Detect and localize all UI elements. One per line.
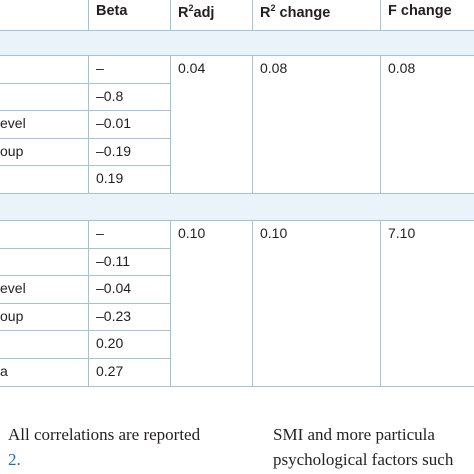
beta-cell: –0.8 (96, 87, 124, 104)
header-superscript: 2 (188, 3, 194, 13)
footer-line: 2. (8, 450, 21, 469)
column-border (380, 55, 381, 193)
header-cell: R2adj (170, 3, 252, 33)
row-label: evel (0, 280, 26, 297)
row-border (0, 358, 170, 359)
row-label: oup (0, 142, 24, 159)
stat-cell: 7.10 (388, 225, 416, 241)
row-border (0, 110, 170, 112)
header-text: adj (193, 5, 215, 21)
beta-cell: –0.19 (96, 142, 132, 159)
column-border (252, 220, 253, 386)
header-superscript: 2 (270, 3, 276, 13)
section-row (0, 31, 474, 55)
footer-line: psychological factors such (273, 450, 454, 469)
row-border (0, 275, 170, 277)
header-cell: R2 change (252, 3, 380, 33)
column-border (380, 0, 381, 30)
header-text: R (260, 5, 271, 21)
section-row (0, 194, 474, 220)
beta-cell: 0.27 (96, 363, 124, 379)
row-label: evel (0, 115, 26, 132)
beta-cell: –0.11 (96, 252, 130, 269)
column-border (252, 55, 253, 193)
beta-cell: 0.19 (96, 170, 124, 187)
header-text: change (275, 5, 331, 21)
row-border (0, 302, 170, 304)
column-border (88, 0, 89, 30)
footer-line: All correlations are reported (8, 425, 201, 444)
header-text: Beta (96, 3, 128, 19)
beta-cell: 0.20 (96, 335, 124, 352)
column-border (88, 220, 89, 386)
row-border (0, 55, 474, 56)
stat-cell: 0.08 (388, 60, 416, 76)
stat-cell: 0.04 (178, 60, 206, 76)
row-border (0, 247, 170, 249)
stat-cell: 0.08 (260, 60, 288, 76)
header-cell: Beta (88, 3, 170, 33)
column-border (170, 55, 171, 193)
beta-cell: –0.01 (96, 115, 132, 132)
row-border (0, 193, 474, 194)
column-border (380, 220, 381, 386)
row-border (0, 82, 170, 84)
row-border (0, 137, 170, 139)
beta-cell: – (96, 60, 104, 76)
row-border (0, 385, 474, 387)
header-text: F change (388, 3, 452, 19)
row-label: oup (0, 307, 24, 324)
row-border (0, 220, 474, 221)
column-border (170, 0, 171, 30)
column-border (88, 55, 89, 193)
header-text: R (178, 5, 189, 21)
row-border (0, 30, 474, 31)
beta-cell: –0.04 (96, 280, 132, 297)
beta-cell: –0.23 (96, 307, 132, 324)
stat-cell: 0.10 (260, 225, 288, 241)
row-border (0, 165, 170, 167)
row-label: a (0, 363, 8, 379)
column-border (252, 0, 253, 30)
header-cell: F change (380, 3, 474, 33)
footer-line: SMI and more particula (273, 425, 435, 444)
row-border (0, 330, 170, 332)
beta-cell: – (96, 225, 104, 241)
stat-cell: 0.10 (178, 225, 206, 241)
column-border (170, 220, 171, 386)
